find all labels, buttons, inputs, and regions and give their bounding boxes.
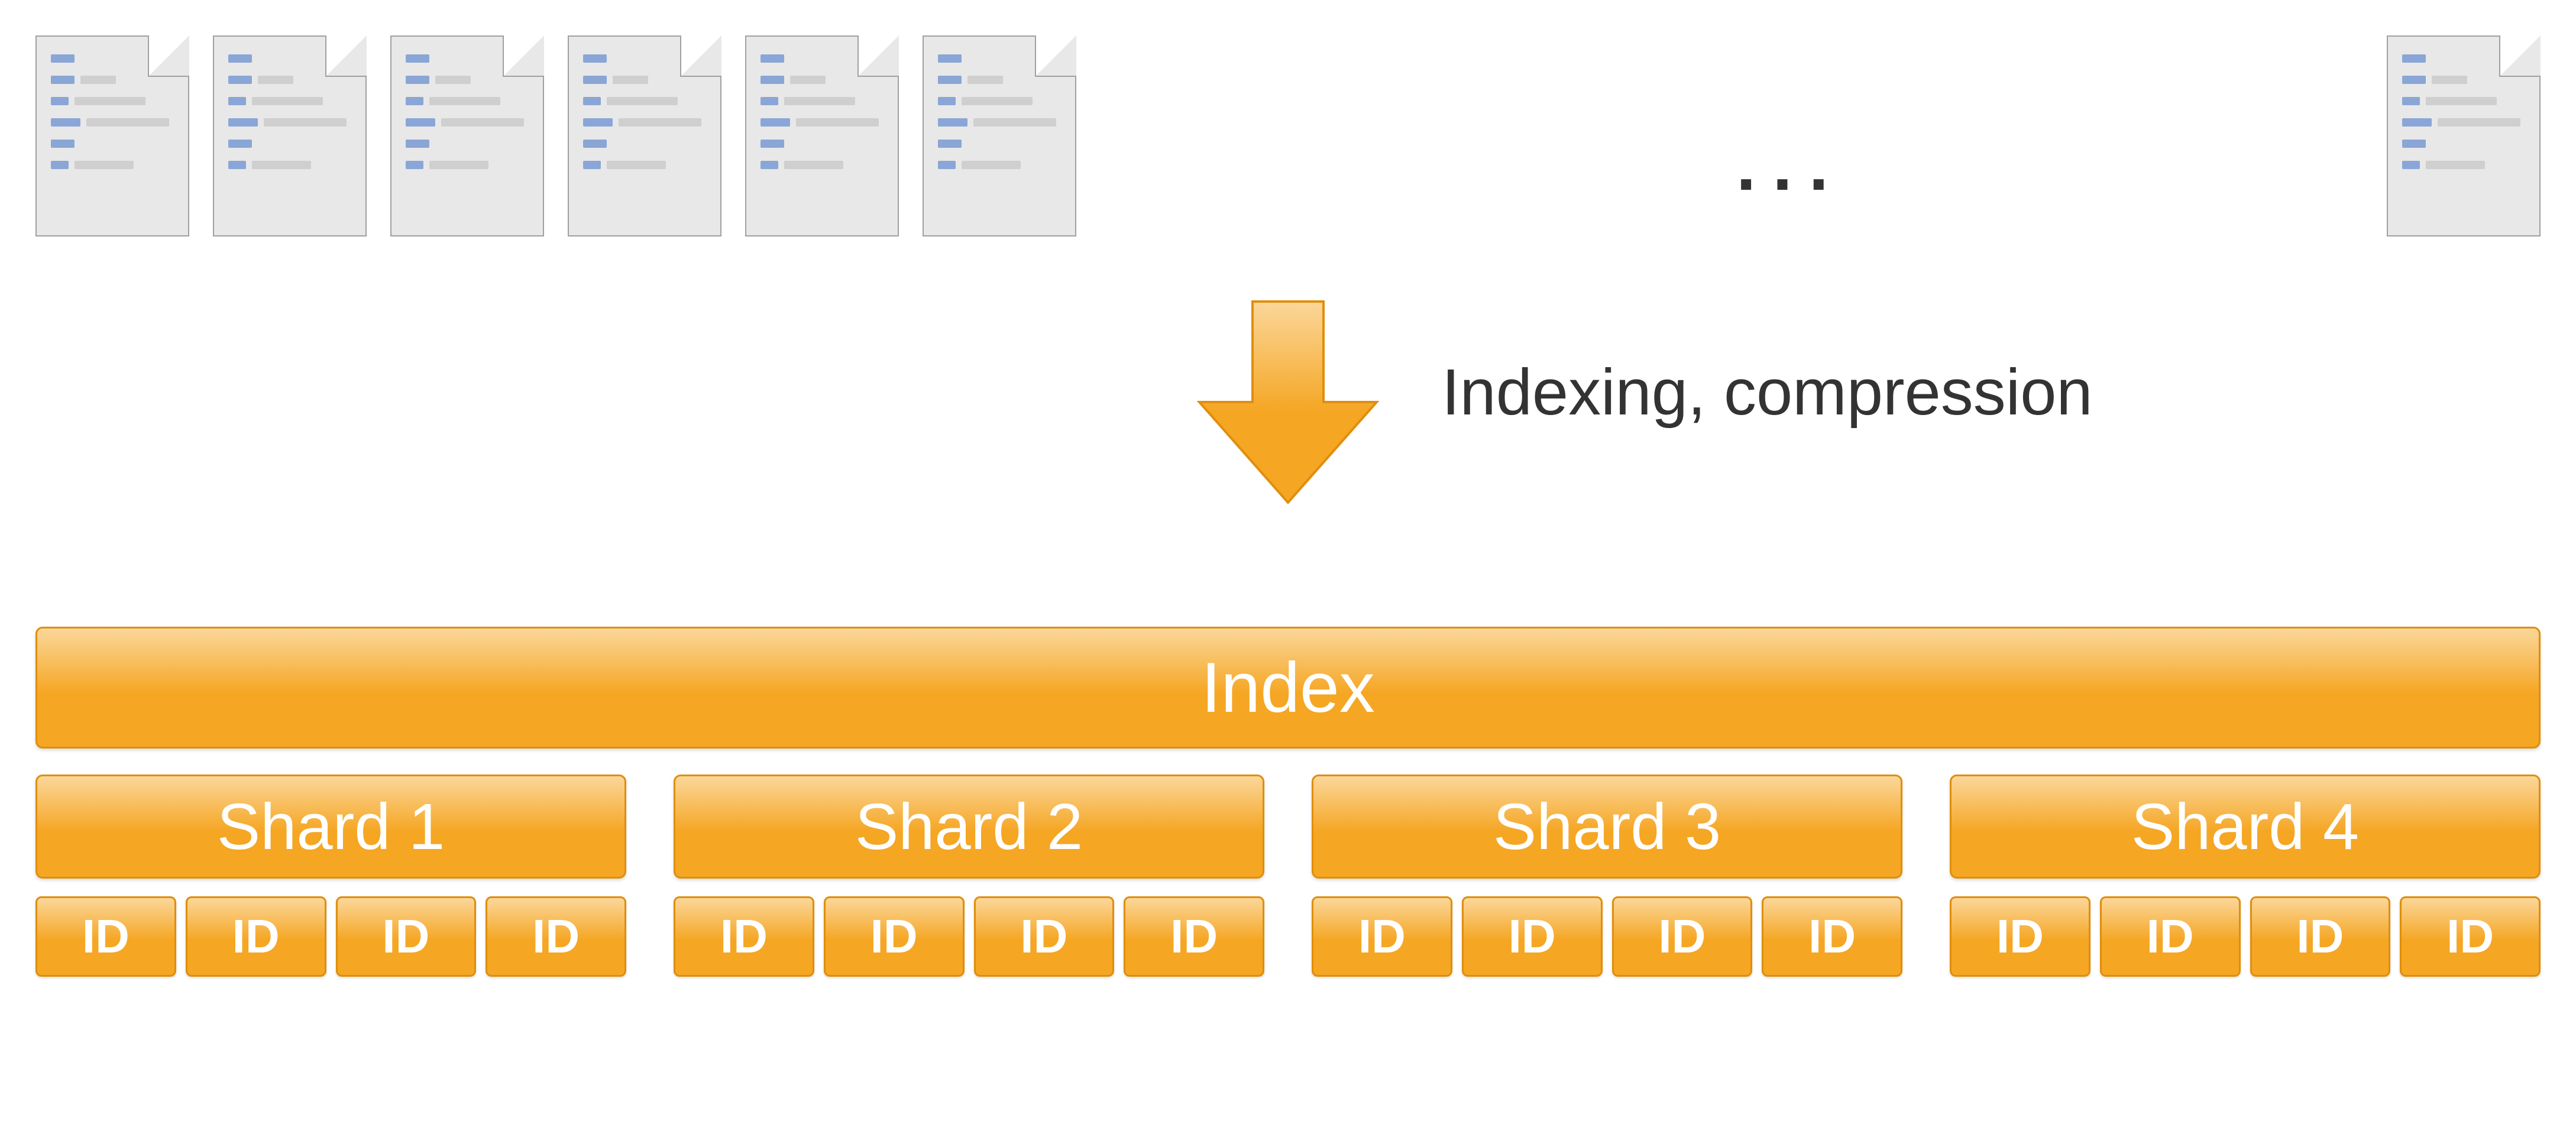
shard-label: Shard 1 <box>217 789 445 864</box>
shard-box: Shard 1 <box>35 775 626 879</box>
id-box: ID <box>1462 896 1603 977</box>
diagram-canvas: ... Indexing, compression Index Shard 1 I… <box>0 0 2576 1147</box>
id-box: ID <box>1312 896 1452 977</box>
document-far-right <box>2387 35 2541 236</box>
id-box: ID <box>2400 896 2541 977</box>
shard-box: Shard 3 <box>1312 775 1902 879</box>
id-box: ID <box>2100 896 2241 977</box>
id-box: ID <box>1762 896 1902 977</box>
arrow-label: Indexing, compression <box>1442 355 2093 430</box>
document-icon <box>390 35 544 236</box>
arrow-down-icon <box>1193 296 1383 508</box>
documents-row: ... <box>35 35 2541 272</box>
shard-label: Shard 3 <box>1493 789 1721 864</box>
document-icon <box>568 35 721 236</box>
shard-column: Shard 4IDIDIDID <box>1950 775 2541 977</box>
index-bar: Index <box>35 627 2541 749</box>
ids-row: IDIDIDID <box>674 896 1264 977</box>
shard-box: Shard 2 <box>674 775 1264 879</box>
document-icon <box>923 35 1076 236</box>
id-box: ID <box>1124 896 1264 977</box>
shards-row: Shard 1IDIDIDIDShard 2IDIDIDIDShard 3IDI… <box>35 775 2541 977</box>
id-box: ID <box>186 896 326 977</box>
shard-label: Shard 2 <box>855 789 1083 864</box>
id-box: ID <box>824 896 965 977</box>
document-icon <box>745 35 899 236</box>
document-icon <box>35 35 189 236</box>
documents-cluster <box>35 35 1076 236</box>
id-box: ID <box>2250 896 2391 977</box>
shard-box: Shard 4 <box>1950 775 2541 879</box>
id-box: ID <box>336 896 477 977</box>
ids-row: IDIDIDID <box>1950 896 2541 977</box>
id-box: ID <box>674 896 814 977</box>
id-box: ID <box>35 896 176 977</box>
shard-label: Shard 4 <box>2131 789 2359 864</box>
document-icon <box>213 35 367 236</box>
shard-column: Shard 2IDIDIDID <box>674 775 1264 977</box>
document-icon <box>2387 35 2541 236</box>
arrow-down <box>1193 296 1383 508</box>
id-box: ID <box>486 896 626 977</box>
ids-row: IDIDIDID <box>35 896 626 977</box>
id-box: ID <box>1612 896 1753 977</box>
id-box: ID <box>974 896 1115 977</box>
id-box: ID <box>1950 896 2090 977</box>
shard-column: Shard 1IDIDIDID <box>35 775 626 977</box>
ellipsis: ... <box>1195 125 2387 206</box>
ids-row: IDIDIDID <box>1312 896 1902 977</box>
shard-column: Shard 3IDIDIDID <box>1312 775 1902 977</box>
index-label: Index <box>1201 647 1375 728</box>
